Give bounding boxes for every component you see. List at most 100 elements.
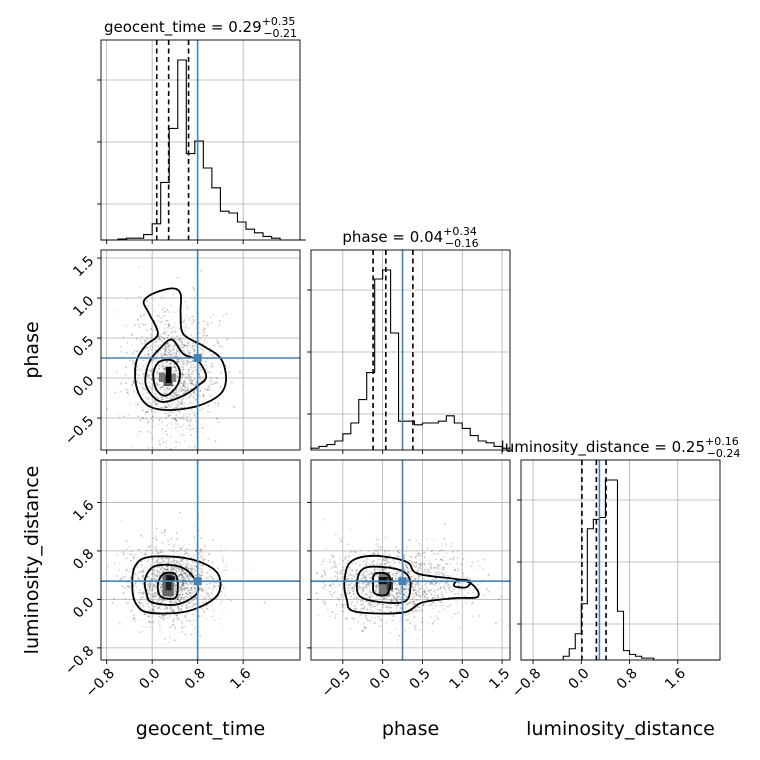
scatter-point [189,595,192,597]
scatter-point [163,347,166,349]
scatter-point [390,598,393,601]
scatter-point [179,417,182,420]
scatter-point [342,560,344,562]
scatter-point [383,598,386,600]
scatter-point [363,577,366,579]
scatter-point [198,615,200,617]
scatter-point [394,582,396,585]
scatter-point [163,366,166,369]
scatter-point [397,576,399,579]
scatter-point [381,606,384,608]
scatter-point [193,568,195,570]
scatter-point [143,567,146,570]
scatter-point [463,577,465,579]
scatter-point [354,584,356,587]
scatter-point [125,325,127,327]
scatter-point [121,577,124,580]
scatter-point [139,286,141,288]
scatter-point [194,625,197,628]
scatter-point [431,602,434,604]
scatter-point [360,578,363,580]
scatter-point [191,623,194,626]
scatter-point [171,354,174,357]
scatter-point [176,601,179,604]
scatter-point [362,570,365,573]
scatter-point [457,584,460,587]
scatter-point [434,572,437,575]
scatter-point [433,597,436,599]
scatter-point [406,578,409,580]
scatter-point [150,333,153,336]
scatter-point [183,572,186,575]
scatter-point [202,588,204,591]
scatter-point [206,341,208,344]
scatter-point [189,601,191,604]
scatter-point [220,371,222,374]
scatter-point [183,379,186,382]
scatter-point [181,399,184,401]
scatter-point [424,593,427,596]
scatter-point [138,326,141,329]
scatter-point [162,430,165,433]
scatter-point [346,593,348,596]
scatter-point [145,411,148,413]
scatter-point [203,558,206,560]
scatter-point [150,327,153,330]
scatter-point [469,578,472,580]
scatter-point [194,393,196,396]
scatter-point [178,394,180,397]
scatter-point [185,588,188,590]
scatter-point [396,592,399,594]
scatter-point [417,582,419,584]
scatter-point [146,583,149,586]
scatter-point [190,568,193,571]
scatter-point [181,343,184,345]
scatter-point [181,373,184,375]
scatter-point [138,631,141,633]
scatter-point [172,610,175,613]
scatter-point [363,605,366,608]
scatter-point [134,324,137,326]
scatter-point [392,610,394,613]
scatter-point [162,570,165,572]
scatter-point [141,386,144,389]
scatter-point [182,597,185,599]
scatter-point [361,599,364,602]
scatter-point [159,464,161,466]
scatter-point [180,338,183,341]
scatter-point [359,563,361,566]
scatter-point [407,571,410,574]
scatter-point [189,361,192,364]
scatter-point [432,607,435,610]
scatter-point [405,591,407,593]
scatter-point [368,596,371,598]
scatter-point [163,392,166,395]
scatter-point [163,338,166,341]
scatter-point [163,327,166,330]
scatter-point [363,581,365,584]
scatter-point [190,394,193,397]
scatter-point [442,556,445,558]
scatter-point [374,605,377,608]
scatter-point [132,605,135,608]
scatter-point [139,578,141,581]
scatter-point [379,609,381,612]
scatter-point [147,420,150,423]
scatter-point [174,562,176,564]
scatter-point [217,567,220,570]
scatter-point [178,328,181,330]
scatter-point [384,557,387,560]
scatter-point [152,596,155,598]
scatter-point [443,574,446,577]
scatter-point [379,563,381,566]
scatter-point [445,543,447,545]
scatter-point [352,593,355,596]
scatter-point [111,601,114,604]
scatter-point [147,375,150,378]
scatter-point [174,391,176,394]
scatter-point [185,576,188,579]
scatter-point [202,564,205,567]
scatter-point [437,594,440,597]
scatter-point [209,574,212,576]
scatter-point [113,597,116,600]
